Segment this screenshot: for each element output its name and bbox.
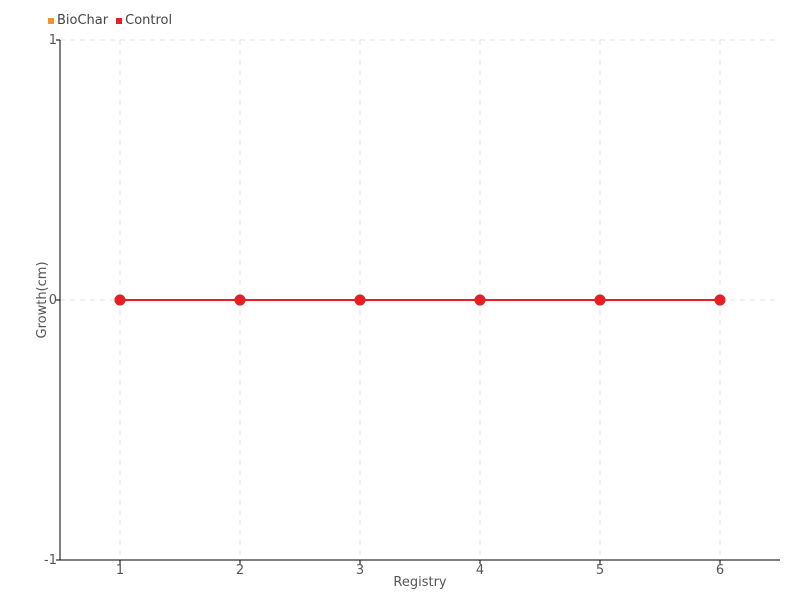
legend-swatch-control bbox=[116, 17, 123, 24]
y-axis-label: Growth(cm) bbox=[35, 261, 50, 338]
y-tick-label: 0 bbox=[49, 293, 57, 308]
legend-label: BioChar bbox=[57, 13, 109, 28]
legend-label: Control bbox=[125, 13, 173, 28]
x-tick-label: 6 bbox=[716, 563, 724, 578]
legend-item-biochar[interactable]: BioChar bbox=[48, 13, 108, 28]
x-tick-label: 1 bbox=[116, 563, 124, 578]
data-point-control bbox=[714, 294, 726, 306]
legend: BioChar Control bbox=[48, 13, 172, 28]
x-axis-label: Registry bbox=[393, 575, 447, 590]
x-tick-label: 4 bbox=[476, 563, 484, 578]
y-tick-label: -1 bbox=[44, 553, 57, 568]
series bbox=[114, 294, 726, 306]
data-point-control bbox=[354, 294, 366, 306]
data-point-control bbox=[474, 294, 486, 306]
axes: 1 2 3 4 5 6 1 0 -1 bbox=[44, 33, 780, 578]
data-point-control bbox=[594, 294, 606, 306]
legend-item-control[interactable]: Control bbox=[116, 13, 172, 28]
legend-swatch-biochar bbox=[48, 17, 54, 24]
data-point-control bbox=[234, 294, 246, 306]
x-tick-label: 3 bbox=[356, 563, 364, 578]
x-tick-label: 2 bbox=[236, 563, 244, 578]
y-tick-label: 1 bbox=[49, 33, 57, 48]
data-point-control bbox=[114, 294, 126, 306]
x-tick-label: 5 bbox=[596, 563, 604, 578]
